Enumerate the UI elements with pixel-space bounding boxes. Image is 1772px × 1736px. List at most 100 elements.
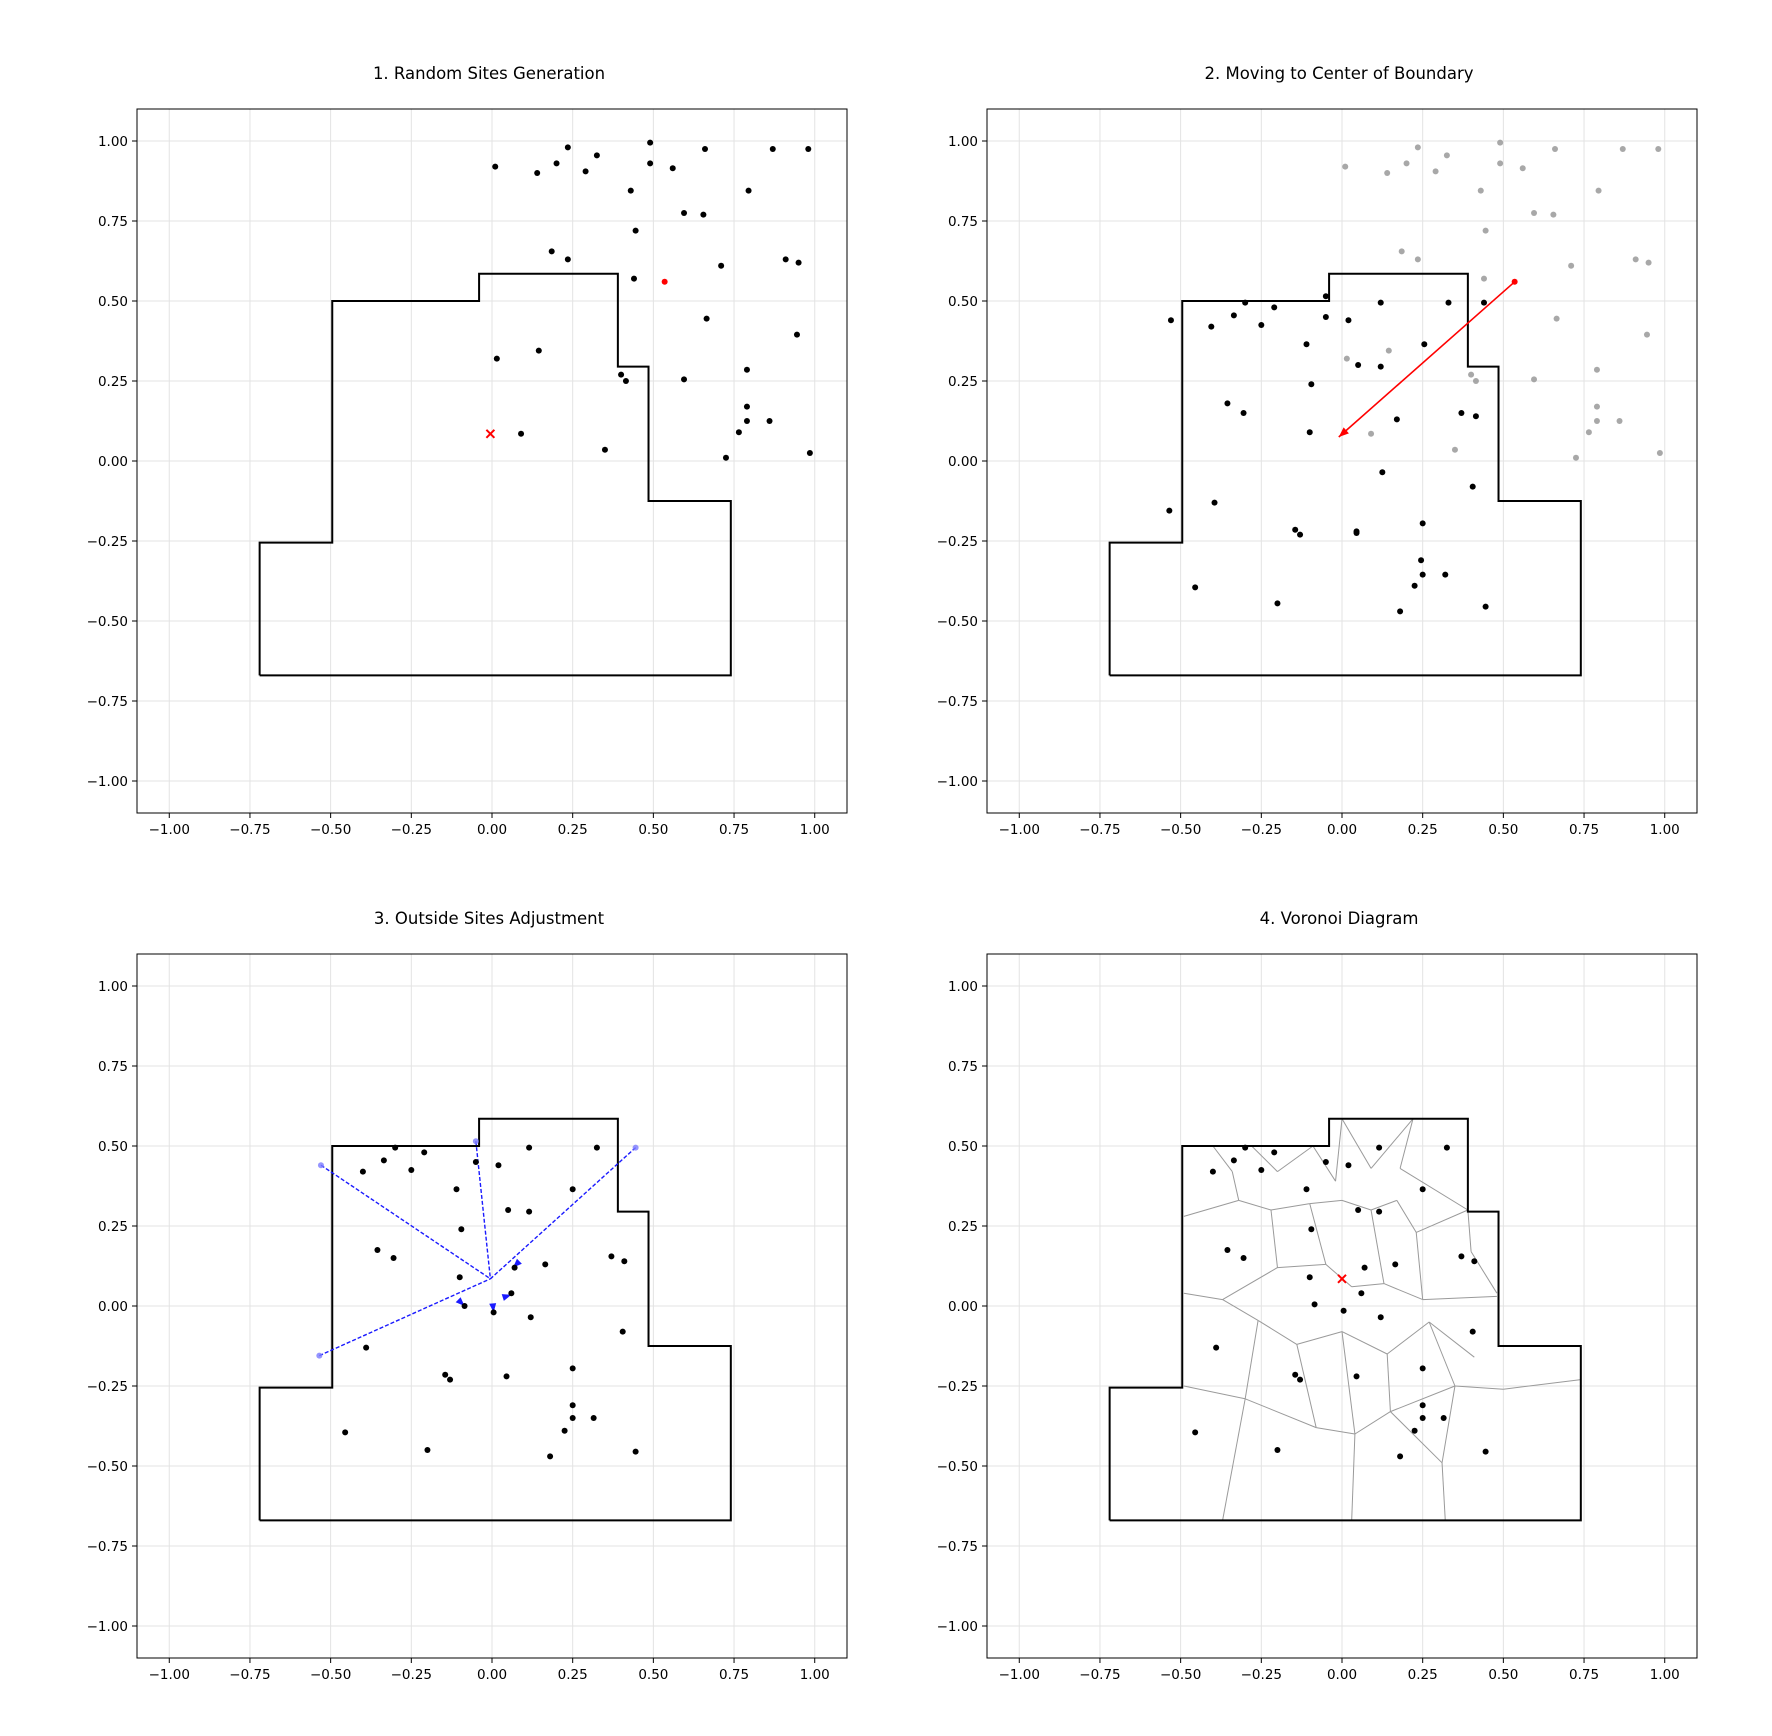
x-tick-label: −0.75 [1079, 822, 1120, 838]
x-tick-label: −0.25 [391, 1667, 432, 1683]
voronoi-edge [1370, 1118, 1414, 1169]
y-tick-label: −1.00 [937, 1619, 978, 1635]
moved-site-point [1208, 323, 1215, 330]
original-site-point [1632, 256, 1639, 263]
site-point [745, 187, 752, 194]
voronoi-edge [1309, 1199, 1343, 1205]
moved-site-point [1353, 530, 1360, 536]
site-point [342, 1429, 349, 1436]
x-tick-label: 1.00 [800, 1667, 830, 1683]
y-tick-label: −1.00 [937, 774, 978, 790]
voronoi-edge [1183, 1385, 1246, 1400]
adjustment-arrow-head [455, 1297, 465, 1306]
original-site-point [1432, 168, 1439, 175]
voronoi-edge [1296, 1331, 1343, 1345]
x-tick-label: −0.50 [1160, 1667, 1201, 1683]
site-point [542, 1261, 549, 1268]
site-point [1458, 1253, 1465, 1260]
site-point [380, 1157, 387, 1164]
site-point [456, 1274, 463, 1281]
site-point [735, 429, 742, 436]
original-site-point [1468, 371, 1475, 378]
site-point [511, 1264, 518, 1271]
x-tick-label: 0.00 [1327, 822, 1357, 838]
axes-frame [136, 108, 848, 814]
moved-site-point [1224, 400, 1231, 407]
voronoi-edge [1383, 1283, 1423, 1301]
site-point [703, 315, 710, 322]
original-site-point [1643, 331, 1650, 338]
original-site-point [1595, 187, 1602, 194]
moved-site-point [1411, 582, 1418, 589]
x-tick-label: −0.25 [391, 822, 432, 838]
site-point [632, 227, 639, 234]
outside-site-point [317, 1162, 324, 1169]
site-point [561, 1427, 568, 1434]
original-site-point [1385, 347, 1392, 354]
site-point [1306, 1274, 1313, 1281]
y-tick-label: −0.75 [937, 1539, 978, 1555]
site-point [793, 331, 800, 338]
adjustment-vector [475, 1141, 492, 1279]
site-point [681, 210, 688, 216]
moved-site-point [1442, 571, 1449, 578]
site-point [472, 1159, 479, 1165]
original-site-point [1343, 355, 1350, 362]
site-point [619, 1328, 626, 1335]
voronoi-edge [1428, 1321, 1456, 1387]
y-tick-label: 0.25 [98, 1219, 128, 1235]
site-point [1340, 1307, 1347, 1314]
panel-voronoi: 4. Voronoi Diagram −1.00 −1.00 −0.75 −0.75 −… [937, 909, 1698, 1683]
y-tick-label: −0.25 [87, 1379, 128, 1395]
site-point [447, 1376, 454, 1383]
site-point [505, 1207, 512, 1213]
panel-title: 1. Random Sites Generation [373, 64, 605, 83]
y-tick-label: 1.00 [948, 134, 978, 150]
outside-site-point [472, 1138, 479, 1145]
y-tick-label: 0.25 [98, 374, 128, 390]
site-point [569, 1402, 576, 1409]
original-site-point [1572, 454, 1579, 461]
x-tick-label: −1.00 [999, 1667, 1040, 1683]
voronoi-edge [1370, 1199, 1398, 1211]
y-tick-label: 0.50 [98, 294, 128, 310]
site-point [1376, 1208, 1383, 1215]
moved-site-point [1421, 341, 1428, 348]
site-point [1297, 1376, 1304, 1383]
x-tick-label: −0.50 [1160, 822, 1201, 838]
site-point [548, 248, 555, 255]
site-point [492, 163, 499, 170]
original-site-point [1531, 210, 1538, 216]
site-point [461, 1303, 468, 1309]
moved-site-point [1258, 322, 1265, 328]
site-point [1292, 1371, 1299, 1378]
panel-title: 2. Moving to Center of Boundary [1204, 64, 1473, 83]
moved-site-point [1308, 381, 1315, 388]
original-site-point [1655, 146, 1662, 152]
y-tick-label: 0.75 [98, 1059, 128, 1075]
y-tick-label: −0.75 [937, 694, 978, 710]
site-point [700, 211, 707, 218]
adjustment-arrow-head [489, 1303, 497, 1313]
site-point [1469, 1328, 1476, 1335]
site-point [1419, 1186, 1426, 1193]
x-tick-label: 0.50 [638, 1667, 668, 1683]
y-tick-label: 0.50 [948, 294, 978, 310]
site-point [601, 446, 608, 453]
site-point [363, 1344, 370, 1351]
moved-site-point [1274, 600, 1281, 607]
moved-site-point [1166, 507, 1173, 514]
moved-site-point [1377, 363, 1384, 370]
voronoi-edge [1238, 1199, 1272, 1211]
adjustment-vector [319, 1278, 491, 1357]
site-point [392, 1144, 399, 1151]
site-point [805, 146, 812, 152]
x-tick-label: −0.25 [1241, 1667, 1282, 1683]
voronoi-edge [1441, 1462, 1446, 1521]
original-site-point [1384, 170, 1391, 176]
moved-site-point [1482, 603, 1489, 610]
site-point [421, 1149, 428, 1156]
boundary-outline [1108, 1117, 1582, 1522]
x-tick-label: 0.75 [1569, 1667, 1599, 1683]
voronoi-edge [1335, 1118, 1343, 1182]
